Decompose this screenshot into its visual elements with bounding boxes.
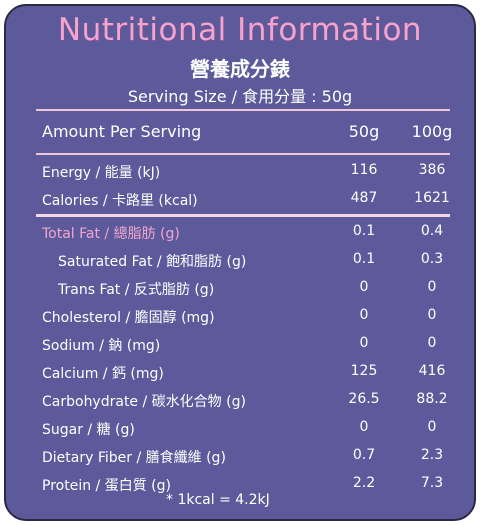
footnote: * 1kcal = 4.2kJ	[166, 492, 270, 508]
row-value-50g: 0	[359, 279, 369, 295]
row-dietary-fiber: Dietary Fiber / 膳食纖維 (g) 0.7 2.3	[6, 447, 474, 471]
divider-energy	[36, 214, 450, 217]
row-value-50g: 0.1	[352, 223, 376, 239]
row-value-50g: 125	[350, 363, 378, 379]
row-value-100g: 416	[418, 363, 446, 379]
row-value-50g: 0	[359, 419, 369, 435]
row-value-50g: 487	[350, 190, 378, 206]
row-value-50g: 0	[359, 335, 369, 351]
row-protein: Protein / 蛋白質 (g) 2.2 7.3	[6, 475, 474, 499]
row-value-50g: 2.2	[352, 475, 376, 491]
row-saturated-fat: Saturated Fat / 飽和脂肪 (g) 0.1 0.3	[6, 251, 474, 275]
row-label: Dietary Fiber / 膳食纖維 (g)	[42, 450, 226, 466]
row-value-100g: 2.3	[420, 447, 444, 463]
row-trans-fat: Trans Fat / 反式脂肪 (g) 0 0	[6, 279, 474, 303]
row-label: Energy / 能量 (kJ)	[42, 165, 161, 181]
row-value-100g: 0	[427, 419, 437, 435]
row-value-100g: 1621	[414, 190, 450, 206]
row-calories: Calories / 卡路里 (kcal) 487 1621	[6, 190, 474, 214]
row-total-fat: Total Fat / 總脂肪 (g) 0.1 0.4	[6, 223, 474, 247]
row-label: Calcium / 鈣 (mg)	[42, 366, 164, 382]
row-label: Trans Fat / 反式脂肪 (g)	[58, 282, 215, 298]
row-value-100g: 0	[427, 307, 437, 323]
page-title: Nutritional Information	[57, 12, 423, 48]
row-label: Carbohydrate / 碳水化合物 (g)	[42, 394, 246, 410]
row-energy: Energy / 能量 (kJ) 116 386	[6, 162, 474, 186]
row-value-50g: 0.7	[352, 447, 376, 463]
row-label: Sugar / 糖 (g)	[42, 422, 135, 438]
row-label: Calories / 卡路里 (kcal)	[42, 193, 198, 209]
page-subtitle-cn: 營養成分錶	[190, 57, 290, 81]
row-calcium: Calcium / 鈣 (mg) 125 416	[6, 363, 474, 387]
row-label: Saturated Fat / 飽和脂肪 (g)	[58, 254, 247, 270]
row-value-50g: 0	[359, 307, 369, 323]
row-value-100g: 88.2	[416, 391, 448, 407]
row-value-100g: 0.4	[420, 223, 444, 239]
header-label: Amount Per Serving	[42, 122, 202, 141]
row-cholesterol: Cholesterol / 膽固醇 (mg) 0 0	[6, 307, 474, 331]
row-value-50g: 116	[350, 162, 378, 178]
serving-size: Serving Size / 食用分量 : 50g	[127, 87, 353, 106]
row-value-100g: 0.3	[420, 251, 444, 267]
row-label: Sodium / 鈉 (mg)	[42, 338, 161, 354]
header-col-100g: 100g	[411, 122, 453, 141]
divider-header	[36, 153, 450, 155]
row-value-100g: 0	[427, 335, 437, 351]
nutrition-card: Nutritional Information 營養成分錶 Serving Si…	[4, 4, 476, 521]
row-value-50g: 0.1	[352, 251, 376, 267]
divider-top	[36, 109, 450, 111]
row-carbohydrate: Carbohydrate / 碳水化合物 (g) 26.5 88.2	[6, 391, 474, 415]
row-value-100g: 0	[427, 279, 437, 295]
row-value-100g: 7.3	[420, 475, 444, 491]
row-sugar: Sugar / 糖 (g) 0 0	[6, 419, 474, 443]
row-label: Cholesterol / 膽固醇 (mg)	[42, 310, 215, 326]
row-label: Protein / 蛋白質 (g)	[42, 478, 171, 494]
row-label: Total Fat / 總脂肪 (g)	[42, 226, 180, 242]
row-sodium: Sodium / 鈉 (mg) 0 0	[6, 335, 474, 359]
row-value-100g: 386	[418, 162, 446, 178]
row-value-50g: 26.5	[348, 391, 380, 407]
table-header: Amount Per Serving 50g 100g	[6, 122, 474, 146]
header-col-50g: 50g	[348, 122, 380, 141]
